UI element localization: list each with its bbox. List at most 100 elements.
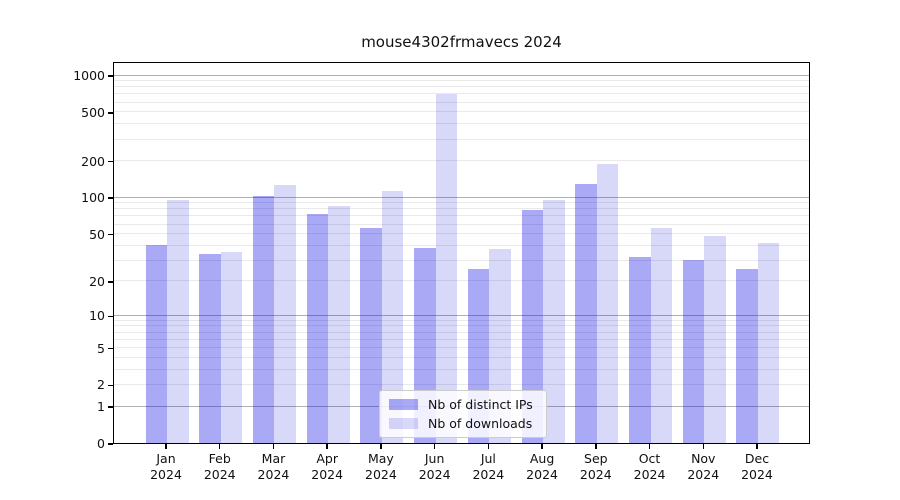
chart-legend: Nb of distinct IPs Nb of downloads bbox=[379, 390, 547, 438]
xtick-mark-mar bbox=[272, 444, 275, 449]
ytick-label-20: 20 bbox=[89, 273, 105, 289]
bar-jan-downloads bbox=[167, 199, 189, 443]
gridline-minor-20 bbox=[114, 280, 809, 282]
xtick-mark-may bbox=[380, 444, 382, 449]
bar-apr-distinct-ips bbox=[306, 213, 329, 443]
xtick-label-may: May 2024 bbox=[365, 451, 397, 482]
bar-nov-distinct-ips bbox=[682, 260, 705, 443]
bar-sep-distinct-ips bbox=[575, 183, 597, 443]
legend-item-distinct-ips: Nb of distinct IPs bbox=[389, 397, 540, 412]
ytick-label-1: 1 bbox=[97, 399, 105, 415]
legend-swatch-downloads bbox=[389, 418, 418, 429]
gridline-minor-500 bbox=[114, 111, 809, 113]
ytick-mark-10 bbox=[108, 315, 113, 317]
gridline-minor-30 bbox=[114, 259, 809, 261]
gridline-minor-4 bbox=[114, 356, 809, 358]
gridline-minor-90 bbox=[114, 202, 809, 204]
gridline-minor-900 bbox=[114, 80, 809, 82]
gridline-minor-2 bbox=[114, 383, 809, 385]
bar-sep-downloads bbox=[596, 164, 619, 443]
xtick-label-mar: Mar 2024 bbox=[257, 451, 290, 482]
legend-label-distinct-ips: Nb of distinct IPs bbox=[428, 397, 533, 412]
chart-title: mouse4302frmavecs 2024 bbox=[361, 33, 562, 51]
ytick-label-50: 50 bbox=[89, 226, 105, 242]
xtick-label-aug: Aug 2024 bbox=[526, 451, 558, 482]
gridline-minor-9 bbox=[114, 319, 809, 321]
gridline-minor-50 bbox=[114, 233, 809, 235]
ytick-label-0: 0 bbox=[97, 436, 105, 451]
xtick-mark-dec bbox=[756, 444, 758, 449]
gridline-minor-800 bbox=[114, 86, 809, 88]
gridline-minor-8 bbox=[114, 325, 809, 327]
bar-nov-downloads bbox=[704, 235, 726, 443]
xtick-label-apr: Apr 2024 bbox=[311, 451, 344, 482]
bar-apr-downloads bbox=[328, 205, 350, 443]
xtick-mark-sep bbox=[595, 444, 597, 449]
xtick-mark-apr bbox=[326, 444, 328, 449]
gridline-minor-3 bbox=[114, 368, 809, 370]
bar-dec-downloads bbox=[757, 242, 780, 443]
bar-jun-downloads bbox=[435, 93, 458, 443]
gridline-major-1000 bbox=[114, 74, 809, 76]
xtick-mark-jun bbox=[433, 444, 436, 449]
ytick-label-2: 2 bbox=[97, 377, 105, 393]
xtick-mark-nov bbox=[702, 444, 704, 449]
gridline-minor-60 bbox=[114, 223, 809, 225]
gridline-minor-600 bbox=[114, 101, 809, 103]
legend-swatch-distinct-ips bbox=[389, 399, 418, 410]
ytick-label-500: 500 bbox=[81, 104, 105, 120]
gridline-minor-200 bbox=[114, 160, 809, 162]
bar-mar-downloads bbox=[274, 184, 296, 443]
ytick-mark-5 bbox=[108, 347, 113, 350]
plot-area: Nb of distinct IPs Nb of downloads bbox=[113, 62, 810, 444]
bar-may-downloads bbox=[381, 190, 404, 443]
bar-aug-downloads bbox=[543, 199, 565, 443]
xtick-mark-jul bbox=[487, 444, 490, 449]
ytick-mark-20 bbox=[108, 281, 113, 283]
gridline-minor-80 bbox=[114, 208, 809, 210]
bar-dec-distinct-ips bbox=[736, 269, 758, 443]
ytick-label-1000: 1000 bbox=[73, 68, 105, 83]
gridline-minor-300 bbox=[114, 138, 809, 140]
bar-may-distinct-ips bbox=[360, 227, 382, 443]
ytick-mark-0 bbox=[108, 443, 113, 445]
xtick-label-jul: Jul 2024 bbox=[472, 451, 505, 482]
ytick-mark-200 bbox=[108, 160, 113, 163]
xtick-label-nov: Nov 2024 bbox=[687, 451, 720, 482]
ytick-label-10: 10 bbox=[89, 308, 105, 324]
ytick-mark-1 bbox=[108, 406, 113, 408]
xtick-label-feb: Feb 2024 bbox=[203, 451, 236, 482]
bar-mar-distinct-ips bbox=[252, 196, 275, 443]
ytick-label-100: 100 bbox=[81, 190, 105, 206]
xtick-mark-jan bbox=[165, 444, 167, 449]
xtick-mark-feb bbox=[219, 444, 221, 449]
xtick-label-jun: Jun 2024 bbox=[418, 451, 451, 482]
gridline-minor-5 bbox=[114, 347, 809, 349]
ytick-mark-1000 bbox=[108, 75, 113, 77]
ytick-mark-500 bbox=[108, 112, 113, 114]
bar-feb-distinct-ips bbox=[199, 253, 221, 443]
xtick-label-jan: Jan 2024 bbox=[150, 451, 182, 482]
gridline-minor-40 bbox=[114, 244, 809, 246]
ytick-mark-50 bbox=[108, 233, 113, 236]
bar-aug-distinct-ips bbox=[521, 210, 544, 443]
bar-oct-downloads bbox=[650, 227, 673, 443]
xtick-mark-aug bbox=[541, 444, 543, 449]
bar-oct-distinct-ips bbox=[629, 256, 651, 443]
gridline-minor-6 bbox=[114, 338, 809, 340]
ytick-mark-100 bbox=[108, 197, 113, 199]
ytick-mark-2 bbox=[108, 384, 113, 387]
bar-feb-downloads bbox=[220, 252, 243, 443]
ytick-label-200: 200 bbox=[81, 153, 105, 169]
gridline-minor-700 bbox=[114, 93, 809, 95]
legend-label-downloads: Nb of downloads bbox=[428, 416, 533, 431]
gridline-major-10 bbox=[114, 314, 809, 316]
xtick-label-dec: Dec 2024 bbox=[741, 451, 773, 482]
gridline-minor-70 bbox=[114, 215, 809, 217]
gridline-major-100 bbox=[114, 196, 809, 198]
xtick-label-oct: Oct 2024 bbox=[633, 451, 666, 482]
xtick-label-sep: Sep 2024 bbox=[579, 451, 612, 482]
gridline-minor-400 bbox=[114, 123, 809, 125]
bar-jan-distinct-ips bbox=[145, 245, 167, 443]
